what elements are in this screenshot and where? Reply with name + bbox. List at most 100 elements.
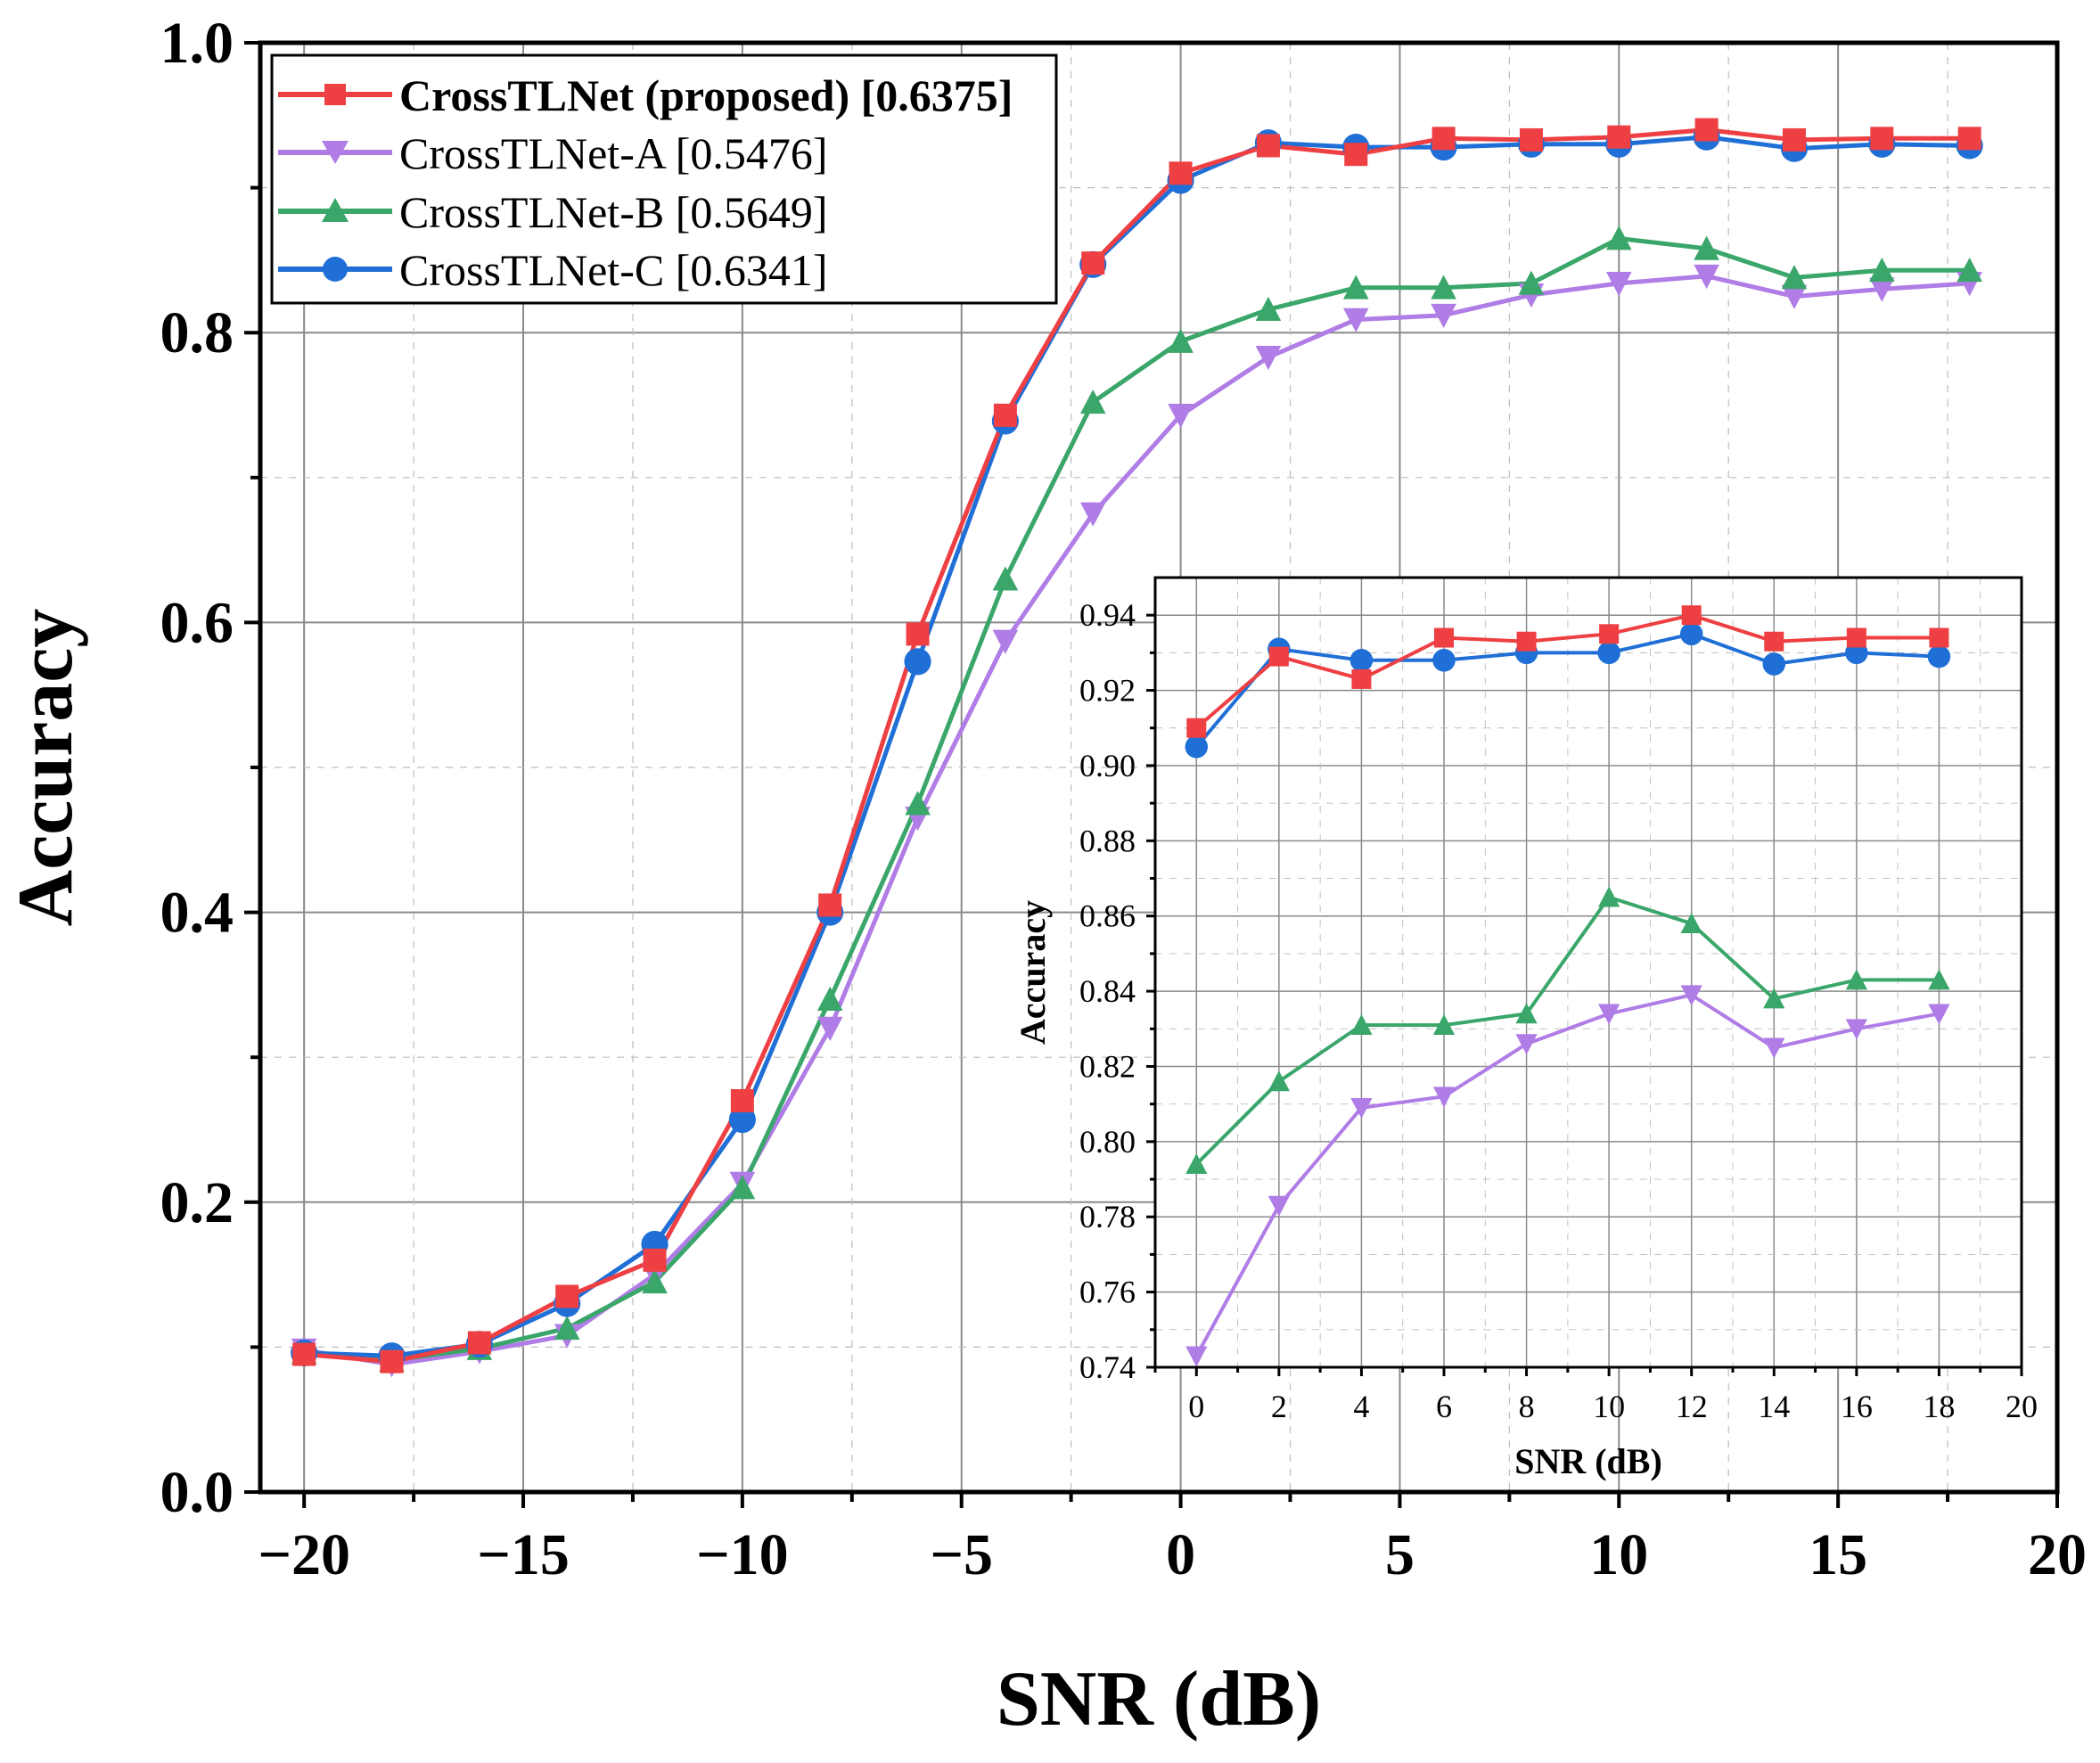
main-point-green — [1079, 389, 1106, 414]
main-point-red — [730, 1088, 754, 1112]
main-x-tick-label: 5 — [1385, 1522, 1415, 1587]
inset-point-green — [1928, 969, 1950, 990]
main-line-red — [303, 127, 1970, 1365]
main-point-purple — [1342, 308, 1369, 332]
main-point-blue — [904, 648, 931, 676]
main-point-red — [380, 1349, 404, 1374]
main-point-red — [1782, 127, 1806, 152]
main-point-green — [992, 566, 1019, 591]
main-y-tick-label: 0.4 — [160, 881, 234, 946]
main-line-green — [303, 236, 1970, 1363]
main-point-green — [1168, 328, 1194, 353]
inset-series-lines — [1194, 613, 1940, 1357]
inset-point-red — [1516, 631, 1537, 652]
legend-item-crosstlnet-a: CrossTLNet-A [0.5476] — [278, 128, 828, 178]
main-point-red — [1694, 118, 1719, 142]
inset-x-tick-label: 4 — [1353, 1389, 1369, 1424]
inset-x-tick-label: 0 — [1188, 1389, 1204, 1424]
main-point-red — [1081, 251, 1105, 275]
main-point-red — [292, 1342, 316, 1366]
main-y-axis-title: Accuracy — [3, 609, 89, 927]
inset-point-blue — [1597, 641, 1620, 665]
inset-y-tick-label: 0.78 — [1079, 1199, 1136, 1234]
inset-line-purple — [1194, 993, 1940, 1357]
inset-x-tick-labels: 0 2 4 6 8 10 12 14 16 18 20 — [1188, 1389, 2038, 1424]
inset-x-tick-label: 14 — [1758, 1389, 1790, 1424]
inset-x-tick-label: 16 — [1841, 1389, 1873, 1424]
inset-point-green — [1598, 886, 1620, 907]
inset-x-tick-label: 8 — [1519, 1389, 1535, 1424]
main-point-purple — [1255, 345, 1282, 371]
main-x-tick-label: 15 — [1809, 1522, 1867, 1587]
main-y-tick-labels: 0.0 0.2 0.4 0.6 0.8 1.0 — [160, 11, 234, 1525]
main-point-purple — [1168, 404, 1194, 429]
inset-plot-frame — [1153, 576, 2023, 1369]
main-point-purple — [1431, 303, 1456, 328]
main-y-tick-label: 0.2 — [160, 1170, 234, 1235]
main-point-red — [1607, 125, 1631, 149]
inset-y-tick-label: 0.94 — [1079, 597, 1136, 633]
inset-point-blue — [1679, 622, 1703, 646]
legend-square-marker — [324, 84, 346, 105]
main-y-tick-label: 0.0 — [160, 1460, 234, 1525]
inset-x-tick-label: 12 — [1676, 1389, 1708, 1424]
inset-point-green — [1432, 1013, 1456, 1035]
inset-point-green — [1515, 1003, 1538, 1024]
main-point-red — [467, 1331, 491, 1355]
inset-point-purple — [1350, 1097, 1373, 1119]
main-point-green — [1694, 235, 1719, 260]
inset-point-green — [1763, 988, 1785, 1009]
main-series-lines — [303, 127, 1970, 1367]
main-point-green — [816, 986, 843, 1012]
main-point-green — [1342, 275, 1369, 299]
main-point-red — [1169, 161, 1193, 185]
main-y-tick-label: 1.0 — [160, 11, 234, 76]
legend-label-crosstlnet-a: CrossTLNet-A [0.5476] — [399, 128, 828, 178]
inset-point-red — [1351, 668, 1372, 689]
inset-series-markers — [1185, 605, 1951, 1367]
main-point-green — [642, 1268, 668, 1294]
main-point-green — [1518, 270, 1545, 295]
inset-line-green — [1194, 895, 1940, 1166]
main-line-blue — [304, 135, 1970, 1358]
inset-point-blue — [1185, 735, 1209, 758]
main-point-red — [555, 1284, 579, 1308]
inset-point-red — [1434, 627, 1454, 648]
inset-point-red — [1268, 646, 1289, 667]
inset-x-tick-label: 18 — [1923, 1389, 1955, 1424]
main-point-purple — [992, 629, 1019, 654]
main-axis-ticks — [244, 41, 2059, 1508]
legend-triangle-up-marker — [322, 198, 349, 222]
main-point-green — [554, 1315, 580, 1341]
main-point-green — [729, 1175, 756, 1200]
inset-x-tick-label: 20 — [2006, 1389, 2038, 1424]
inset-line-red — [1194, 613, 1940, 730]
legend-item-crosstlnet-b: CrossTLNet-B [0.5649] — [278, 187, 828, 237]
main-point-green — [1781, 265, 1808, 290]
inset-x-axis-title: SNR (dB) — [1514, 1441, 1662, 1481]
inset-background — [1155, 578, 2022, 1367]
main-point-red — [643, 1248, 667, 1272]
legend-circle-marker — [323, 257, 348, 282]
main-x-tick-label: −20 — [258, 1522, 350, 1587]
inset-point-red — [1681, 605, 1702, 626]
main-point-purple — [1781, 284, 1808, 309]
inset-point-purple — [1515, 1034, 1538, 1055]
main-point-red — [1431, 127, 1456, 151]
inset-y-tick-label: 0.84 — [1079, 973, 1136, 1009]
main-x-axis-title: SNR (dB) — [997, 1656, 1321, 1742]
main-point-green — [1956, 257, 1982, 283]
legend-label-crosstlnet-b: CrossTLNet-B [0.5649] — [399, 187, 828, 237]
inset-x-tick-label: 10 — [1593, 1389, 1625, 1424]
main-point-green — [1605, 226, 1632, 250]
main-x-tick-label: −15 — [477, 1522, 570, 1587]
inset-point-red — [1764, 631, 1784, 652]
inset-axis-ticks — [1146, 613, 2023, 1376]
inset-point-blue — [1432, 649, 1456, 672]
main-x-tick-label: 10 — [1589, 1522, 1648, 1587]
inset-x-tick-label: 6 — [1436, 1389, 1452, 1424]
inset-y-tick-labels: 0.74 0.76 0.78 0.80 0.82 0.84 0.86 0.88 0.90 0.92… — [1079, 597, 1136, 1385]
main-y-tick-label: 0.8 — [160, 300, 234, 365]
inset-y-axis-title: Accuracy — [1013, 900, 1053, 1045]
main-point-blue — [728, 1106, 756, 1134]
